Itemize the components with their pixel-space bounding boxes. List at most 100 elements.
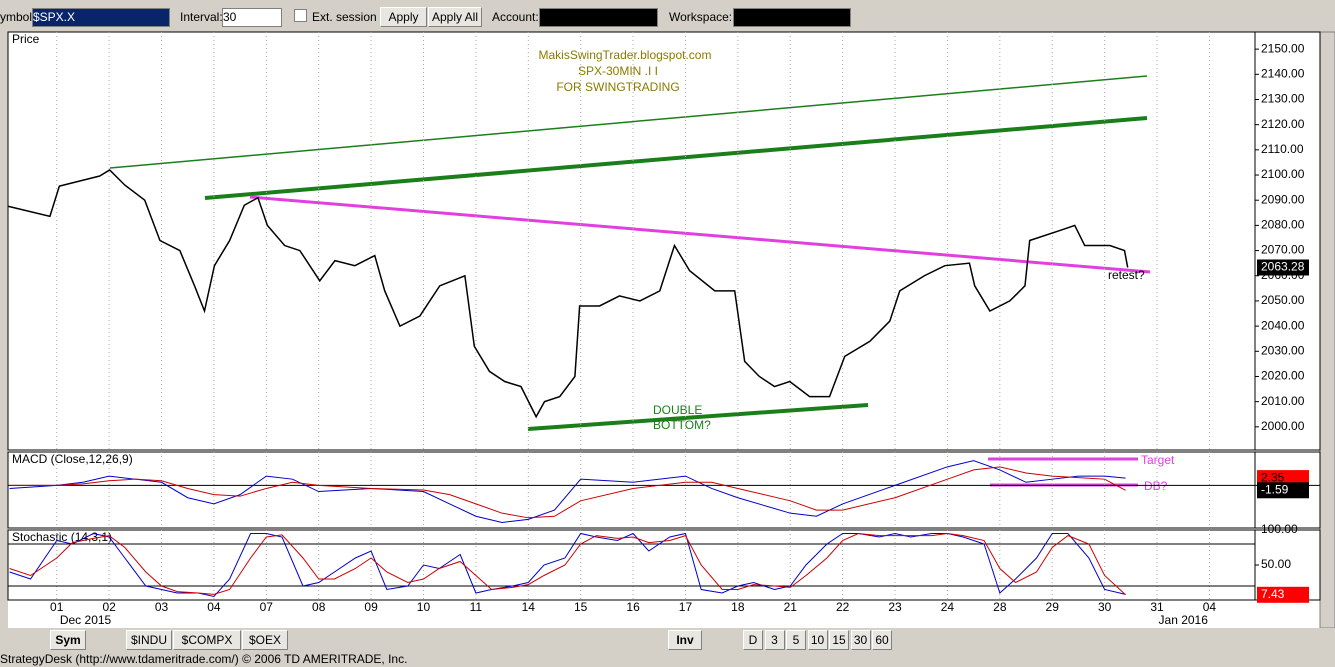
scrollbar[interactable] bbox=[1319, 31, 1335, 629]
channel-line bbox=[109, 75, 1148, 169]
y-tick-label: 2020.00 bbox=[1261, 369, 1305, 383]
x-tick-label: 21 bbox=[784, 600, 798, 614]
x-tick-label: 14 bbox=[522, 600, 536, 614]
x-tick-label: 24 bbox=[941, 600, 955, 614]
sym-button[interactable]: Sym bbox=[50, 630, 86, 650]
tab[interactable]: $INDU bbox=[126, 630, 172, 650]
y-tick-label: 2090.00 bbox=[1261, 192, 1305, 206]
x-tick-label: 16 bbox=[626, 600, 640, 614]
last-value-box bbox=[1257, 470, 1309, 487]
y-tick-label: 2080.00 bbox=[1261, 218, 1305, 232]
series-line bbox=[9, 466, 1126, 519]
tab[interactable]: $OEX bbox=[242, 630, 288, 650]
period-button[interactable]: 60 bbox=[872, 630, 892, 650]
annotation: Target bbox=[1141, 453, 1175, 467]
last-value-label: 2.35 bbox=[1261, 470, 1285, 484]
workspace-label: Workspace: bbox=[669, 10, 733, 24]
symbol-label: ymbol: bbox=[0, 10, 36, 24]
annotation: SPX-30MIN .I I bbox=[578, 64, 658, 78]
x-tick-label: 11 bbox=[470, 600, 483, 614]
x-tick-label: 18 bbox=[731, 600, 745, 614]
annotation: DB? bbox=[1144, 479, 1168, 493]
y-tick-label: 2030.00 bbox=[1261, 343, 1305, 357]
account-label: Account: bbox=[492, 10, 539, 24]
channel-line bbox=[204, 116, 1148, 200]
y-tick-label: 2130.00 bbox=[1261, 92, 1305, 106]
last-value-label: -1.59 bbox=[1261, 482, 1289, 496]
x-tick-label: 07 bbox=[260, 600, 274, 614]
annotation: FOR SWINGTRADING bbox=[556, 80, 679, 94]
y-tick-label: 100.00 bbox=[1261, 522, 1298, 536]
interval-label: Interval: bbox=[180, 10, 223, 24]
y-tick-label: 2000.00 bbox=[1261, 419, 1305, 433]
annotation: DOUBLE bbox=[653, 403, 702, 417]
x-tick-label: 08 bbox=[312, 600, 326, 614]
apply-all-button[interactable]: Apply All bbox=[428, 7, 482, 27]
status-text: StrategyDesk (http://www.tdameritrade.co… bbox=[0, 652, 408, 666]
y-tick-label: 2140.00 bbox=[1261, 66, 1305, 80]
period-button[interactable]: 5 bbox=[786, 630, 806, 650]
series-line bbox=[9, 460, 1126, 523]
period-button[interactable]: 10 bbox=[807, 630, 828, 650]
x-tick-label: 30 bbox=[1098, 600, 1112, 614]
x-tick-label: 15 bbox=[574, 600, 588, 614]
chart: MakisSwingTrader.blogspot.com SPX-30MIN … bbox=[7, 31, 1335, 629]
neckline bbox=[249, 195, 1151, 274]
account-select[interactable] bbox=[539, 8, 658, 27]
apply-button[interactable]: Apply bbox=[380, 7, 427, 27]
support-line bbox=[527, 403, 869, 431]
x-tick-label: 04 bbox=[1203, 600, 1217, 614]
last-value-label: 2063.28 bbox=[1261, 260, 1305, 274]
series-line bbox=[7, 169, 1129, 419]
x-tick-label: 01 bbox=[50, 600, 64, 614]
y-tick-label: 2050.00 bbox=[1261, 293, 1305, 307]
x-tick-label: 23 bbox=[888, 600, 902, 614]
last-value-label: 7.43 bbox=[1261, 587, 1285, 601]
pane-title: Stochastic (14,3,1) bbox=[12, 530, 112, 544]
pane-frame bbox=[7, 451, 1321, 529]
annotation: retest? bbox=[1108, 268, 1145, 282]
ext-session-label: Ext. session bbox=[312, 10, 377, 24]
bottom-bar bbox=[0, 628, 1335, 650]
y-tick-label: 50.00 bbox=[1261, 557, 1291, 571]
period-button[interactable]: D bbox=[743, 630, 763, 650]
x-period-label: Dec 2015 bbox=[60, 613, 112, 627]
annotation: BOTTOM? bbox=[653, 418, 711, 432]
x-tick-label: 31 bbox=[1150, 600, 1164, 614]
y-tick-label: 2070.00 bbox=[1261, 243, 1305, 257]
x-tick-label: 29 bbox=[1046, 600, 1060, 614]
last-value-box bbox=[1257, 586, 1309, 603]
x-tick-label: 04 bbox=[207, 600, 221, 614]
y-tick-label: 2100.00 bbox=[1261, 167, 1305, 181]
y-tick-label: 2150.00 bbox=[1261, 41, 1305, 55]
series-line bbox=[9, 532, 1126, 596]
x-tick-label: 03 bbox=[155, 600, 169, 614]
pane-title: MACD (Close,12,26,9) bbox=[12, 452, 133, 466]
interval-input[interactable]: 30 bbox=[222, 8, 282, 27]
series-line bbox=[9, 532, 1126, 598]
pane-frame bbox=[7, 31, 1321, 451]
x-tick-label: 28 bbox=[993, 600, 1007, 614]
x-tick-label: 10 bbox=[417, 600, 431, 614]
chart-bg bbox=[8, 32, 1320, 628]
y-tick-label: 2110.00 bbox=[1261, 142, 1304, 156]
y-tick-label: 2010.00 bbox=[1261, 394, 1305, 408]
inv-button[interactable]: Inv bbox=[668, 630, 702, 650]
x-tick-label: 22 bbox=[836, 600, 850, 614]
tab[interactable]: $COMPX bbox=[173, 630, 241, 650]
ext-checkbox[interactable] bbox=[294, 9, 307, 22]
period-button[interactable]: 15 bbox=[829, 630, 849, 650]
pane-frame bbox=[7, 529, 1321, 601]
last-value-box bbox=[1257, 259, 1309, 276]
workspace-select[interactable] bbox=[733, 8, 851, 27]
annotation: MakisSwingTrader.blogspot.com bbox=[539, 48, 712, 62]
last-value-box bbox=[1257, 482, 1309, 499]
period-button[interactable]: 3 bbox=[764, 630, 785, 650]
x-tick-label: 02 bbox=[102, 600, 116, 614]
x-tick-label: 09 bbox=[364, 600, 378, 614]
y-tick-label: 2120.00 bbox=[1261, 117, 1305, 131]
x-period-label: Jan 2016 bbox=[1159, 613, 1209, 627]
symbol-input[interactable]: $SPX.X bbox=[32, 8, 170, 27]
period-button[interactable]: 30 bbox=[850, 630, 871, 650]
